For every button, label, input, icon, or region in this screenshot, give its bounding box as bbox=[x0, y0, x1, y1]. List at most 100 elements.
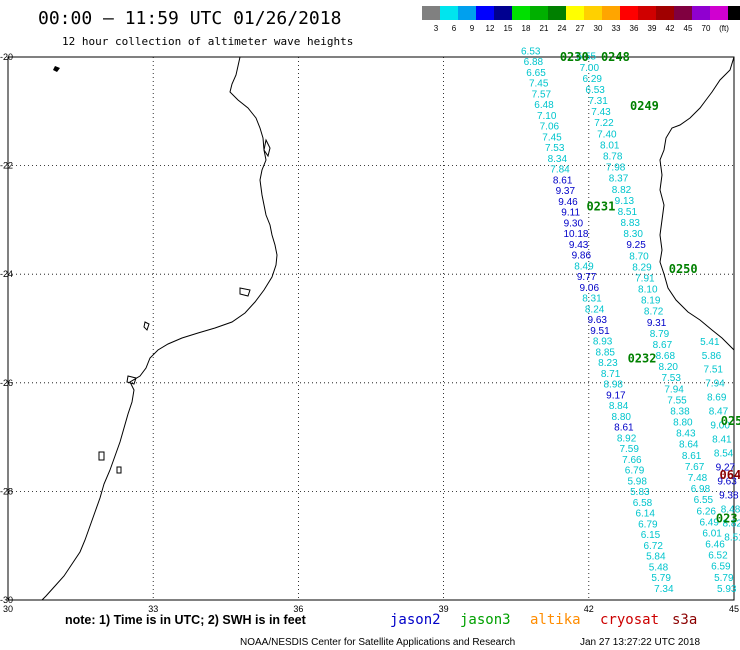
wave-height-value: 8.47 bbox=[709, 407, 729, 418]
satellite-legend: jason2 jason3 altika cryosat s3a bbox=[390, 612, 697, 628]
wave-height-value: 6.65 bbox=[526, 68, 546, 79]
wave-height-value: 8.68 bbox=[656, 351, 676, 362]
y-tick-label: -24 bbox=[0, 269, 13, 279]
altimeter-tracks: 6.536.886.657.457.576.487.107.067.457.53… bbox=[521, 46, 740, 595]
wave-height-value: 7.06 bbox=[540, 122, 560, 133]
wave-height-value: 8.70 bbox=[629, 251, 649, 262]
wave-height-value: 7.94 bbox=[705, 379, 725, 390]
wave-height-value: 6.15 bbox=[641, 530, 661, 541]
wave-height-value: 6.29 bbox=[582, 74, 602, 85]
wave-height-value: 8.29 bbox=[632, 262, 652, 273]
pass-time-label: 0230 bbox=[560, 50, 589, 64]
scale-swatch bbox=[584, 6, 602, 20]
wave-height-value: 5.84 bbox=[646, 552, 666, 563]
coast-inlet bbox=[239, 287, 251, 297]
wave-height-value: 7.66 bbox=[622, 455, 642, 466]
scale-swatch bbox=[674, 6, 692, 20]
scale-swatch bbox=[476, 6, 494, 20]
wave-height-value: 7.91 bbox=[635, 273, 655, 284]
wave-height-value: 9.63 bbox=[588, 315, 608, 326]
wave-height-value: 5.86 bbox=[702, 351, 722, 362]
wave-height-value: 9.13 bbox=[615, 196, 635, 207]
y-tick-label: -28 bbox=[0, 486, 13, 496]
scale-label: (ft) bbox=[719, 24, 729, 33]
scale-label: 15 bbox=[504, 24, 513, 33]
scale-label: 3 bbox=[434, 24, 439, 33]
scale-swatch bbox=[566, 6, 584, 20]
wave-height-value: 7.40 bbox=[597, 129, 617, 140]
wave-height-value: 8.84 bbox=[609, 401, 629, 412]
scale-swatch bbox=[422, 6, 440, 20]
y-tick-label: -22 bbox=[0, 161, 13, 171]
madagascar-coastline bbox=[659, 56, 735, 351]
scale-swatch bbox=[440, 6, 458, 20]
wave-height-value: 6.01 bbox=[702, 528, 722, 539]
track-a: 6.536.886.657.457.576.487.107.067.457.53… bbox=[521, 46, 674, 595]
wave-height-value: 6.72 bbox=[643, 541, 663, 552]
wave-height-value: 8.31 bbox=[582, 294, 602, 305]
wave-height-value: 6.58 bbox=[633, 498, 653, 509]
wave-height-value: 7.48 bbox=[688, 473, 708, 484]
scale-swatch bbox=[728, 6, 740, 20]
wave-height-value: 6.48 bbox=[534, 100, 554, 111]
wave-height-value: 8.79 bbox=[650, 329, 670, 340]
wave-height-value: 7.45 bbox=[542, 132, 562, 143]
wave-height-value: 9.51 bbox=[590, 326, 610, 337]
wave-height-value: 8.98 bbox=[604, 380, 624, 391]
legend-altika: altika bbox=[530, 612, 581, 628]
scale-label: 45 bbox=[684, 24, 693, 33]
scale-label: 12 bbox=[486, 24, 495, 33]
wave-height-value: 6.53 bbox=[521, 46, 541, 57]
legend-jason3: jason3 bbox=[460, 612, 511, 628]
scale-label: 30 bbox=[594, 24, 603, 33]
wave-height-value: 9.46 bbox=[558, 197, 578, 208]
wave-height-value: 6.98 bbox=[691, 484, 711, 495]
legend-s3a: s3a bbox=[672, 612, 697, 628]
y-tick-label: -20 bbox=[0, 52, 13, 62]
scale-swatch bbox=[638, 6, 656, 20]
wave-height-value: 6.59 bbox=[711, 562, 731, 573]
wave-height-value: 8.61 bbox=[614, 423, 634, 434]
page-subtitle: 12 hour collection of altimeter wave hei… bbox=[62, 35, 353, 48]
wave-height-value: 6.88 bbox=[524, 57, 544, 68]
wave-height-value: 5.93 bbox=[717, 584, 737, 595]
wave-height-value: 8.92 bbox=[617, 433, 637, 444]
x-tick-label: 30 bbox=[3, 604, 13, 614]
wave-height-value: 8.49 bbox=[574, 261, 594, 272]
y-tick-label: -30 bbox=[0, 595, 13, 605]
wave-height-value: 8.71 bbox=[601, 369, 621, 380]
wave-height-value: 6.14 bbox=[635, 509, 655, 520]
pass-time-label: 0250 bbox=[669, 262, 698, 276]
track-b: 5.557.006.296.537.317.437.227.408.018.78… bbox=[577, 52, 737, 595]
wave-height-value: 8.38 bbox=[670, 406, 690, 417]
scale-swatch bbox=[512, 6, 530, 20]
axis-ticks: 30 33 36 39 42 45 -20 -22 -24 -26 -28 -30 bbox=[0, 52, 739, 614]
wave-height-value: 8.48 bbox=[721, 504, 740, 515]
wave-height-value: 8.72 bbox=[644, 307, 664, 318]
scale-label: 42 bbox=[666, 24, 675, 33]
wave-height-value: 9.37 bbox=[556, 186, 576, 197]
wave-height-value: 8.54 bbox=[714, 448, 734, 459]
legend-jason2: jason2 bbox=[390, 612, 441, 628]
wave-height-value: 8.10 bbox=[638, 285, 658, 296]
pass-time-label: 0231 bbox=[586, 199, 615, 213]
maputo-bay bbox=[126, 375, 137, 385]
coast-lagoon bbox=[263, 138, 271, 158]
wave-height-value: 8.30 bbox=[623, 229, 643, 240]
wave-height-value: 6.49 bbox=[699, 517, 719, 528]
map-frame bbox=[7, 56, 735, 601]
wave-height-value: 7.67 bbox=[685, 462, 705, 473]
wave-height-value: 8.01 bbox=[600, 140, 620, 151]
wave-height-value: 8.51 bbox=[618, 207, 638, 218]
footer-timestamp: Jan 27 13:27:22 UTC 2018 bbox=[580, 637, 701, 648]
wave-height-value: 7.53 bbox=[545, 143, 565, 154]
scale-swatch bbox=[530, 6, 548, 20]
wave-height-value: 9.00 bbox=[710, 421, 730, 432]
track-c: 5.41 5.86 7.51 7.94 8.69 8.47 9.00 8.41 8.54 9.27… bbox=[700, 337, 740, 543]
scale-swatch bbox=[710, 6, 728, 20]
wave-height-value: 9.17 bbox=[606, 390, 626, 401]
wave-height-value: 8.64 bbox=[679, 440, 699, 451]
wave-height-value: 7.10 bbox=[537, 111, 557, 122]
pass-time-label: 0232 bbox=[628, 351, 657, 365]
